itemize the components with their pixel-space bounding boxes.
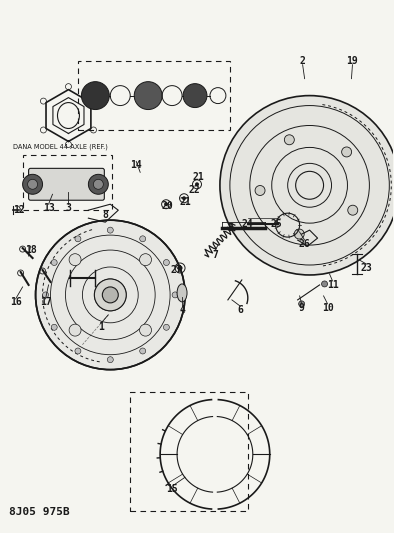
- Circle shape: [140, 236, 146, 242]
- Circle shape: [107, 357, 113, 362]
- Circle shape: [139, 324, 152, 336]
- Circle shape: [82, 82, 109, 110]
- Circle shape: [95, 279, 126, 311]
- Text: 20: 20: [161, 201, 173, 211]
- Text: 7: 7: [212, 250, 218, 260]
- Circle shape: [139, 254, 152, 265]
- Text: 8J05 975B: 8J05 975B: [9, 507, 69, 517]
- Bar: [78, 61, 230, 131]
- Text: 14: 14: [130, 160, 142, 171]
- Circle shape: [164, 202, 168, 206]
- Text: 4: 4: [179, 305, 185, 315]
- Text: 16: 16: [10, 297, 22, 307]
- Circle shape: [172, 292, 178, 298]
- Circle shape: [75, 236, 81, 242]
- Text: 15: 15: [166, 484, 178, 494]
- Circle shape: [164, 260, 169, 265]
- Text: 17: 17: [40, 297, 51, 307]
- Text: 26: 26: [299, 239, 310, 249]
- Circle shape: [255, 185, 265, 196]
- Text: DANA MODEL 44 AXLE (REF.): DANA MODEL 44 AXLE (REF.): [13, 143, 108, 150]
- Text: 27: 27: [170, 265, 182, 275]
- Text: 5: 5: [227, 223, 233, 233]
- Circle shape: [299, 301, 305, 307]
- Text: 22: 22: [188, 185, 200, 195]
- Circle shape: [51, 324, 57, 330]
- Circle shape: [22, 174, 43, 194]
- Text: 2: 2: [300, 56, 306, 66]
- Circle shape: [140, 348, 146, 354]
- Text: 9: 9: [299, 303, 305, 313]
- Circle shape: [69, 324, 81, 336]
- Circle shape: [28, 179, 37, 189]
- Circle shape: [195, 182, 199, 187]
- Circle shape: [75, 348, 81, 354]
- Circle shape: [342, 147, 351, 157]
- Circle shape: [348, 205, 358, 215]
- Text: 10: 10: [322, 303, 333, 313]
- Text: 24: 24: [242, 219, 254, 229]
- Text: 25: 25: [271, 219, 282, 229]
- Circle shape: [88, 174, 108, 194]
- Circle shape: [69, 254, 81, 265]
- Circle shape: [284, 135, 294, 145]
- Text: 8: 8: [102, 210, 108, 220]
- Text: 18: 18: [25, 245, 37, 255]
- Circle shape: [182, 196, 186, 200]
- Circle shape: [134, 82, 162, 110]
- Circle shape: [178, 265, 182, 270]
- Ellipse shape: [177, 284, 187, 302]
- Circle shape: [43, 292, 48, 298]
- Text: 23: 23: [361, 263, 372, 273]
- FancyBboxPatch shape: [29, 168, 104, 200]
- Circle shape: [35, 220, 185, 369]
- Bar: [130, 392, 248, 511]
- Circle shape: [107, 227, 113, 233]
- Text: 1: 1: [98, 322, 104, 332]
- Circle shape: [93, 179, 103, 189]
- Circle shape: [294, 229, 304, 239]
- Circle shape: [51, 260, 57, 265]
- Text: 21: 21: [179, 197, 191, 207]
- Bar: [22, 156, 112, 210]
- Circle shape: [220, 95, 394, 275]
- Text: 19: 19: [347, 56, 358, 66]
- Circle shape: [183, 84, 207, 108]
- Circle shape: [102, 287, 118, 303]
- Circle shape: [164, 324, 169, 330]
- Circle shape: [322, 281, 327, 287]
- Text: 12: 12: [13, 205, 24, 215]
- Text: 6: 6: [237, 305, 243, 315]
- Text: 3: 3: [65, 203, 71, 213]
- Text: 21: 21: [192, 172, 204, 182]
- Text: 11: 11: [327, 280, 338, 290]
- Text: 13: 13: [43, 203, 54, 213]
